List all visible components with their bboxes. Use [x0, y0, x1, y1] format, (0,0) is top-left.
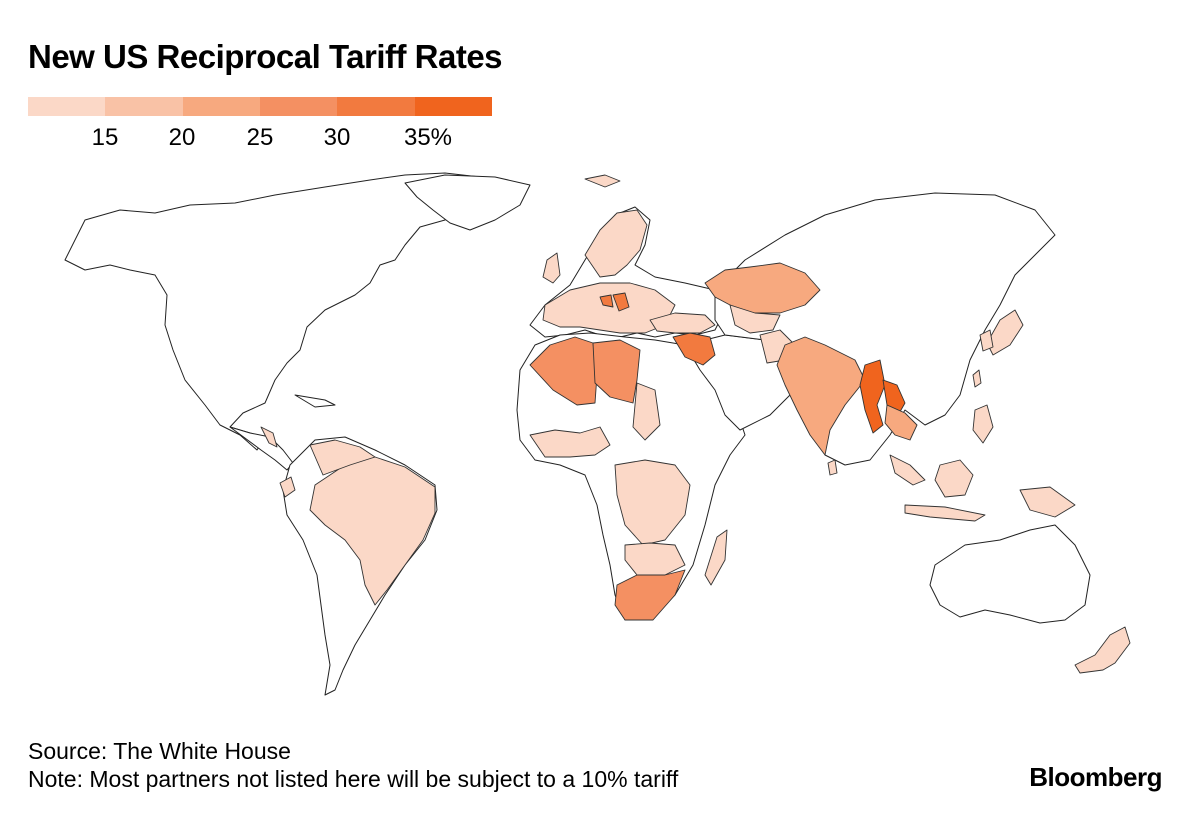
legend-label-25: 25 — [246, 124, 274, 151]
country-west-africa — [529, 426, 611, 458]
country-turkey — [649, 312, 716, 334]
chart-title: New US Reciprocal Tariff Rates — [28, 38, 503, 75]
legend-swatch-3 — [259, 97, 338, 116]
country-kazakhstan — [704, 262, 821, 314]
country-venezuela-region — [309, 439, 376, 476]
country-philippines — [972, 404, 994, 444]
australia — [929, 524, 1091, 624]
country-southern-africa-north — [624, 542, 686, 576]
country-papua — [1019, 486, 1076, 518]
legend-label-20: 20 — [168, 124, 196, 151]
note-text: Note: Most partners not listed here will… — [28, 766, 679, 792]
country-libya — [592, 339, 641, 404]
country-thailand-vietnam — [884, 404, 918, 441]
country-korea — [979, 329, 994, 352]
legend-swatch-4 — [337, 97, 415, 116]
country-madagascar — [704, 529, 728, 586]
bloomberg-logo: Bloomberg — [1029, 762, 1162, 792]
legend-color-scale — [28, 97, 492, 116]
greenland — [404, 174, 531, 231]
country-laos — [882, 379, 906, 418]
country-sri-lanka — [827, 459, 838, 476]
legend-label-15: 15 — [91, 124, 119, 151]
legend-swatch-1 — [105, 97, 183, 116]
world-map — [64, 172, 1131, 696]
country-uk — [542, 252, 561, 284]
country-taiwan — [972, 369, 982, 388]
central-america — [229, 426, 294, 471]
country-europe-scandinavia — [584, 209, 648, 278]
country-central-africa — [614, 459, 691, 546]
country-europe-mainland — [542, 282, 676, 334]
country-central-america-tariff — [260, 426, 278, 448]
source-text: Source: The White House — [28, 738, 291, 764]
legend-label-35: 35% — [403, 124, 453, 151]
north-america — [64, 172, 496, 451]
legend-label-30: 30 — [323, 124, 351, 151]
country-ecuador — [279, 476, 296, 498]
country-new-zealand — [1074, 626, 1131, 674]
legend-labels: 15 20 25 30 35% — [28, 124, 492, 154]
legend-swatch-2 — [182, 97, 260, 116]
country-india — [776, 336, 866, 456]
country-indonesia-borneo — [934, 459, 974, 498]
country-central-asia — [729, 304, 781, 334]
country-iceland — [584, 174, 621, 188]
country-serbia — [612, 292, 630, 312]
country-chad-region — [632, 382, 661, 441]
legend-swatch-5 — [414, 97, 492, 116]
country-malaysia — [889, 454, 926, 486]
country-syria-iraq — [672, 332, 716, 366]
country-bosnia — [599, 294, 614, 308]
country-indonesia-java — [904, 504, 986, 522]
country-brazil — [309, 456, 436, 606]
caribbean — [294, 394, 336, 408]
legend-swatch-0 — [28, 97, 106, 116]
country-south-africa — [614, 569, 686, 621]
country-myanmar — [859, 359, 886, 434]
